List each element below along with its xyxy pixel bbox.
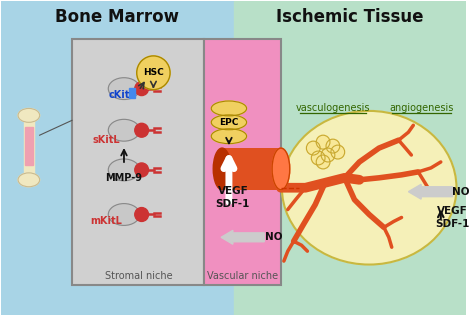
Ellipse shape: [282, 111, 456, 264]
FancyArrow shape: [409, 184, 453, 199]
Bar: [222, 148, 281, 190]
Circle shape: [311, 151, 325, 165]
Text: VEGF
SDF-1: VEGF SDF-1: [216, 186, 250, 209]
Text: Vascular niche: Vascular niche: [207, 271, 278, 281]
Ellipse shape: [108, 204, 140, 225]
Ellipse shape: [108, 159, 140, 181]
Circle shape: [137, 56, 170, 90]
Text: Ischemic Tissue: Ischemic Tissue: [276, 8, 423, 26]
Bar: [204, 39, 281, 285]
Circle shape: [135, 123, 148, 137]
Text: HSC: HSC: [143, 68, 164, 77]
Circle shape: [135, 163, 148, 177]
Circle shape: [135, 208, 148, 222]
Text: Stromal niche: Stromal niche: [105, 271, 173, 281]
FancyArrow shape: [221, 230, 264, 244]
Text: NO: NO: [265, 232, 283, 242]
Text: MMP-9: MMP-9: [106, 173, 143, 183]
Text: vasculogenesis: vasculogenesis: [296, 103, 370, 113]
Ellipse shape: [18, 108, 40, 122]
Ellipse shape: [272, 148, 290, 190]
Ellipse shape: [18, 173, 40, 187]
Ellipse shape: [211, 115, 246, 130]
Circle shape: [316, 135, 330, 149]
Ellipse shape: [213, 148, 231, 190]
Bar: [24, 115, 34, 180]
Text: mKitL: mKitL: [91, 216, 122, 227]
Text: EPC: EPC: [219, 118, 238, 127]
Circle shape: [135, 82, 148, 95]
Circle shape: [326, 139, 340, 153]
Ellipse shape: [108, 119, 140, 141]
Text: NO: NO: [452, 187, 469, 197]
Circle shape: [306, 141, 320, 155]
Text: VEGF
SDF-1: VEGF SDF-1: [435, 206, 470, 229]
Ellipse shape: [211, 101, 246, 116]
Text: angiogenesis: angiogenesis: [389, 103, 453, 113]
Text: Bone Marrow: Bone Marrow: [55, 8, 179, 26]
Ellipse shape: [108, 78, 140, 100]
Bar: [1, 1, 234, 315]
Circle shape: [321, 148, 335, 162]
Bar: [129, 88, 135, 98]
Circle shape: [316, 155, 330, 169]
Bar: [72, 39, 204, 285]
Circle shape: [331, 145, 345, 159]
Ellipse shape: [211, 129, 246, 144]
Text: sKitL: sKitL: [92, 135, 120, 145]
Bar: [25, 127, 33, 165]
Text: cKit: cKit: [109, 89, 130, 100]
Bar: [234, 1, 466, 315]
